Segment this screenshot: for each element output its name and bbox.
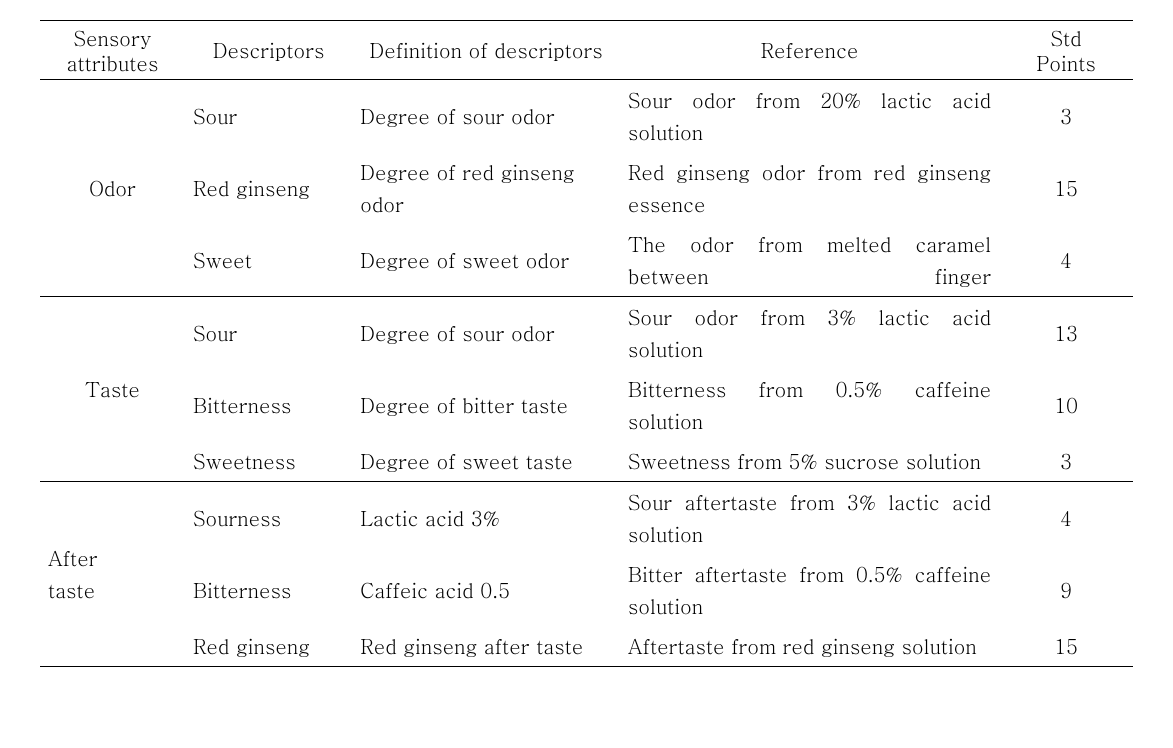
points-cell: 9 — [999, 554, 1133, 626]
reference-cell: Sour odor from 3% lactic acid solution — [620, 297, 999, 370]
sensory-attribute-label: Taste — [48, 373, 177, 405]
points-cell: 15 — [999, 152, 1133, 224]
sensory-attribute-cell: Aftertaste — [40, 482, 185, 667]
definition-cell: Degree of red ginseng odor — [352, 152, 620, 224]
points-cell: 3 — [999, 441, 1133, 482]
descriptor-cell: Sour — [185, 297, 352, 370]
sensory-attribute-label: taste — [48, 574, 177, 606]
descriptor-cell: Bitterness — [185, 369, 352, 441]
header-sensory-attributes-l1: Sensory — [48, 25, 177, 50]
table-header-row: Sensory attributes Descriptors Definitio… — [40, 21, 1133, 80]
table-row: Red ginsengRed ginseng after tasteAftert… — [40, 626, 1133, 667]
header-descriptors: Descriptors — [185, 21, 352, 80]
definition-cell: Red ginseng after taste — [352, 626, 620, 667]
reference-cell: Red ginseng odor from red ginseng essenc… — [620, 152, 999, 224]
points-cell: 15 — [999, 626, 1133, 667]
sensory-attribute-cell: Odor — [40, 80, 185, 297]
sensory-table: Sensory attributes Descriptors Definitio… — [40, 20, 1133, 667]
table-row: SweetDegree of sweet odorThe odor from m… — [40, 224, 1133, 297]
reference-cell: Bitterness from 0.5% caffeine solution — [620, 369, 999, 441]
header-reference: Reference — [620, 21, 999, 80]
definition-cell: Degree of sweet taste — [352, 441, 620, 482]
table-row: BitternessDegree of bitter tasteBitterne… — [40, 369, 1133, 441]
descriptor-cell: Sourness — [185, 482, 352, 555]
reference-cell: Bitter aftertaste from 0.5% caffeine sol… — [620, 554, 999, 626]
sensory-attribute-cell: Taste — [40, 297, 185, 482]
table-row: Red ginsengDegree of red ginseng odorRed… — [40, 152, 1133, 224]
points-cell: 4 — [999, 224, 1133, 297]
table-row: TasteSourDegree of sour odorSour odor fr… — [40, 297, 1133, 370]
reference-cell: The odor from melted caramel between fin… — [620, 224, 999, 297]
table-row: AftertasteSournessLactic acid 3%Sour aft… — [40, 482, 1133, 555]
descriptor-cell: Red ginseng — [185, 626, 352, 667]
definition-cell: Caffeic acid 0.5 — [352, 554, 620, 626]
descriptor-cell: Sweet — [185, 224, 352, 297]
table-row: SweetnessDegree of sweet tasteSweetness … — [40, 441, 1133, 482]
table-body: OdorSourDegree of sour odorSour odor fro… — [40, 80, 1133, 667]
descriptor-cell: Bitterness — [185, 554, 352, 626]
points-cell: 13 — [999, 297, 1133, 370]
descriptor-cell: Red ginseng — [185, 152, 352, 224]
header-sensory-attributes-l2: attributes — [48, 50, 177, 75]
header-std-points-l2: Points — [1007, 50, 1125, 75]
definition-cell: Degree of sour odor — [352, 297, 620, 370]
table-row: OdorSourDegree of sour odorSour odor fro… — [40, 80, 1133, 153]
reference-cell: Aftertaste from red ginseng solution — [620, 626, 999, 667]
definition-cell: Degree of bitter taste — [352, 369, 620, 441]
reference-cell: Sour odor from 20% lactic acid solution — [620, 80, 999, 153]
points-cell: 10 — [999, 369, 1133, 441]
header-definition: Definition of descriptors — [352, 21, 620, 80]
header-std-points: Std Points — [999, 21, 1133, 80]
definition-cell: Lactic acid 3% — [352, 482, 620, 555]
reference-cell: Sweetness from 5% sucrose solution — [620, 441, 999, 482]
definition-cell: Degree of sweet odor — [352, 224, 620, 297]
table-row: BitternessCaffeic acid 0.5Bitter afterta… — [40, 554, 1133, 626]
reference-cell: Sour aftertaste from 3% lactic acid solu… — [620, 482, 999, 555]
sensory-attribute-label: Odor — [48, 172, 177, 204]
definition-cell: Degree of sour odor — [352, 80, 620, 153]
descriptor-cell: Sweetness — [185, 441, 352, 482]
header-std-points-l1: Std — [1007, 25, 1125, 50]
points-cell: 4 — [999, 482, 1133, 555]
header-sensory-attributes: Sensory attributes — [40, 21, 185, 80]
sensory-attribute-label: After — [48, 542, 177, 574]
descriptor-cell: Sour — [185, 80, 352, 153]
points-cell: 3 — [999, 80, 1133, 153]
